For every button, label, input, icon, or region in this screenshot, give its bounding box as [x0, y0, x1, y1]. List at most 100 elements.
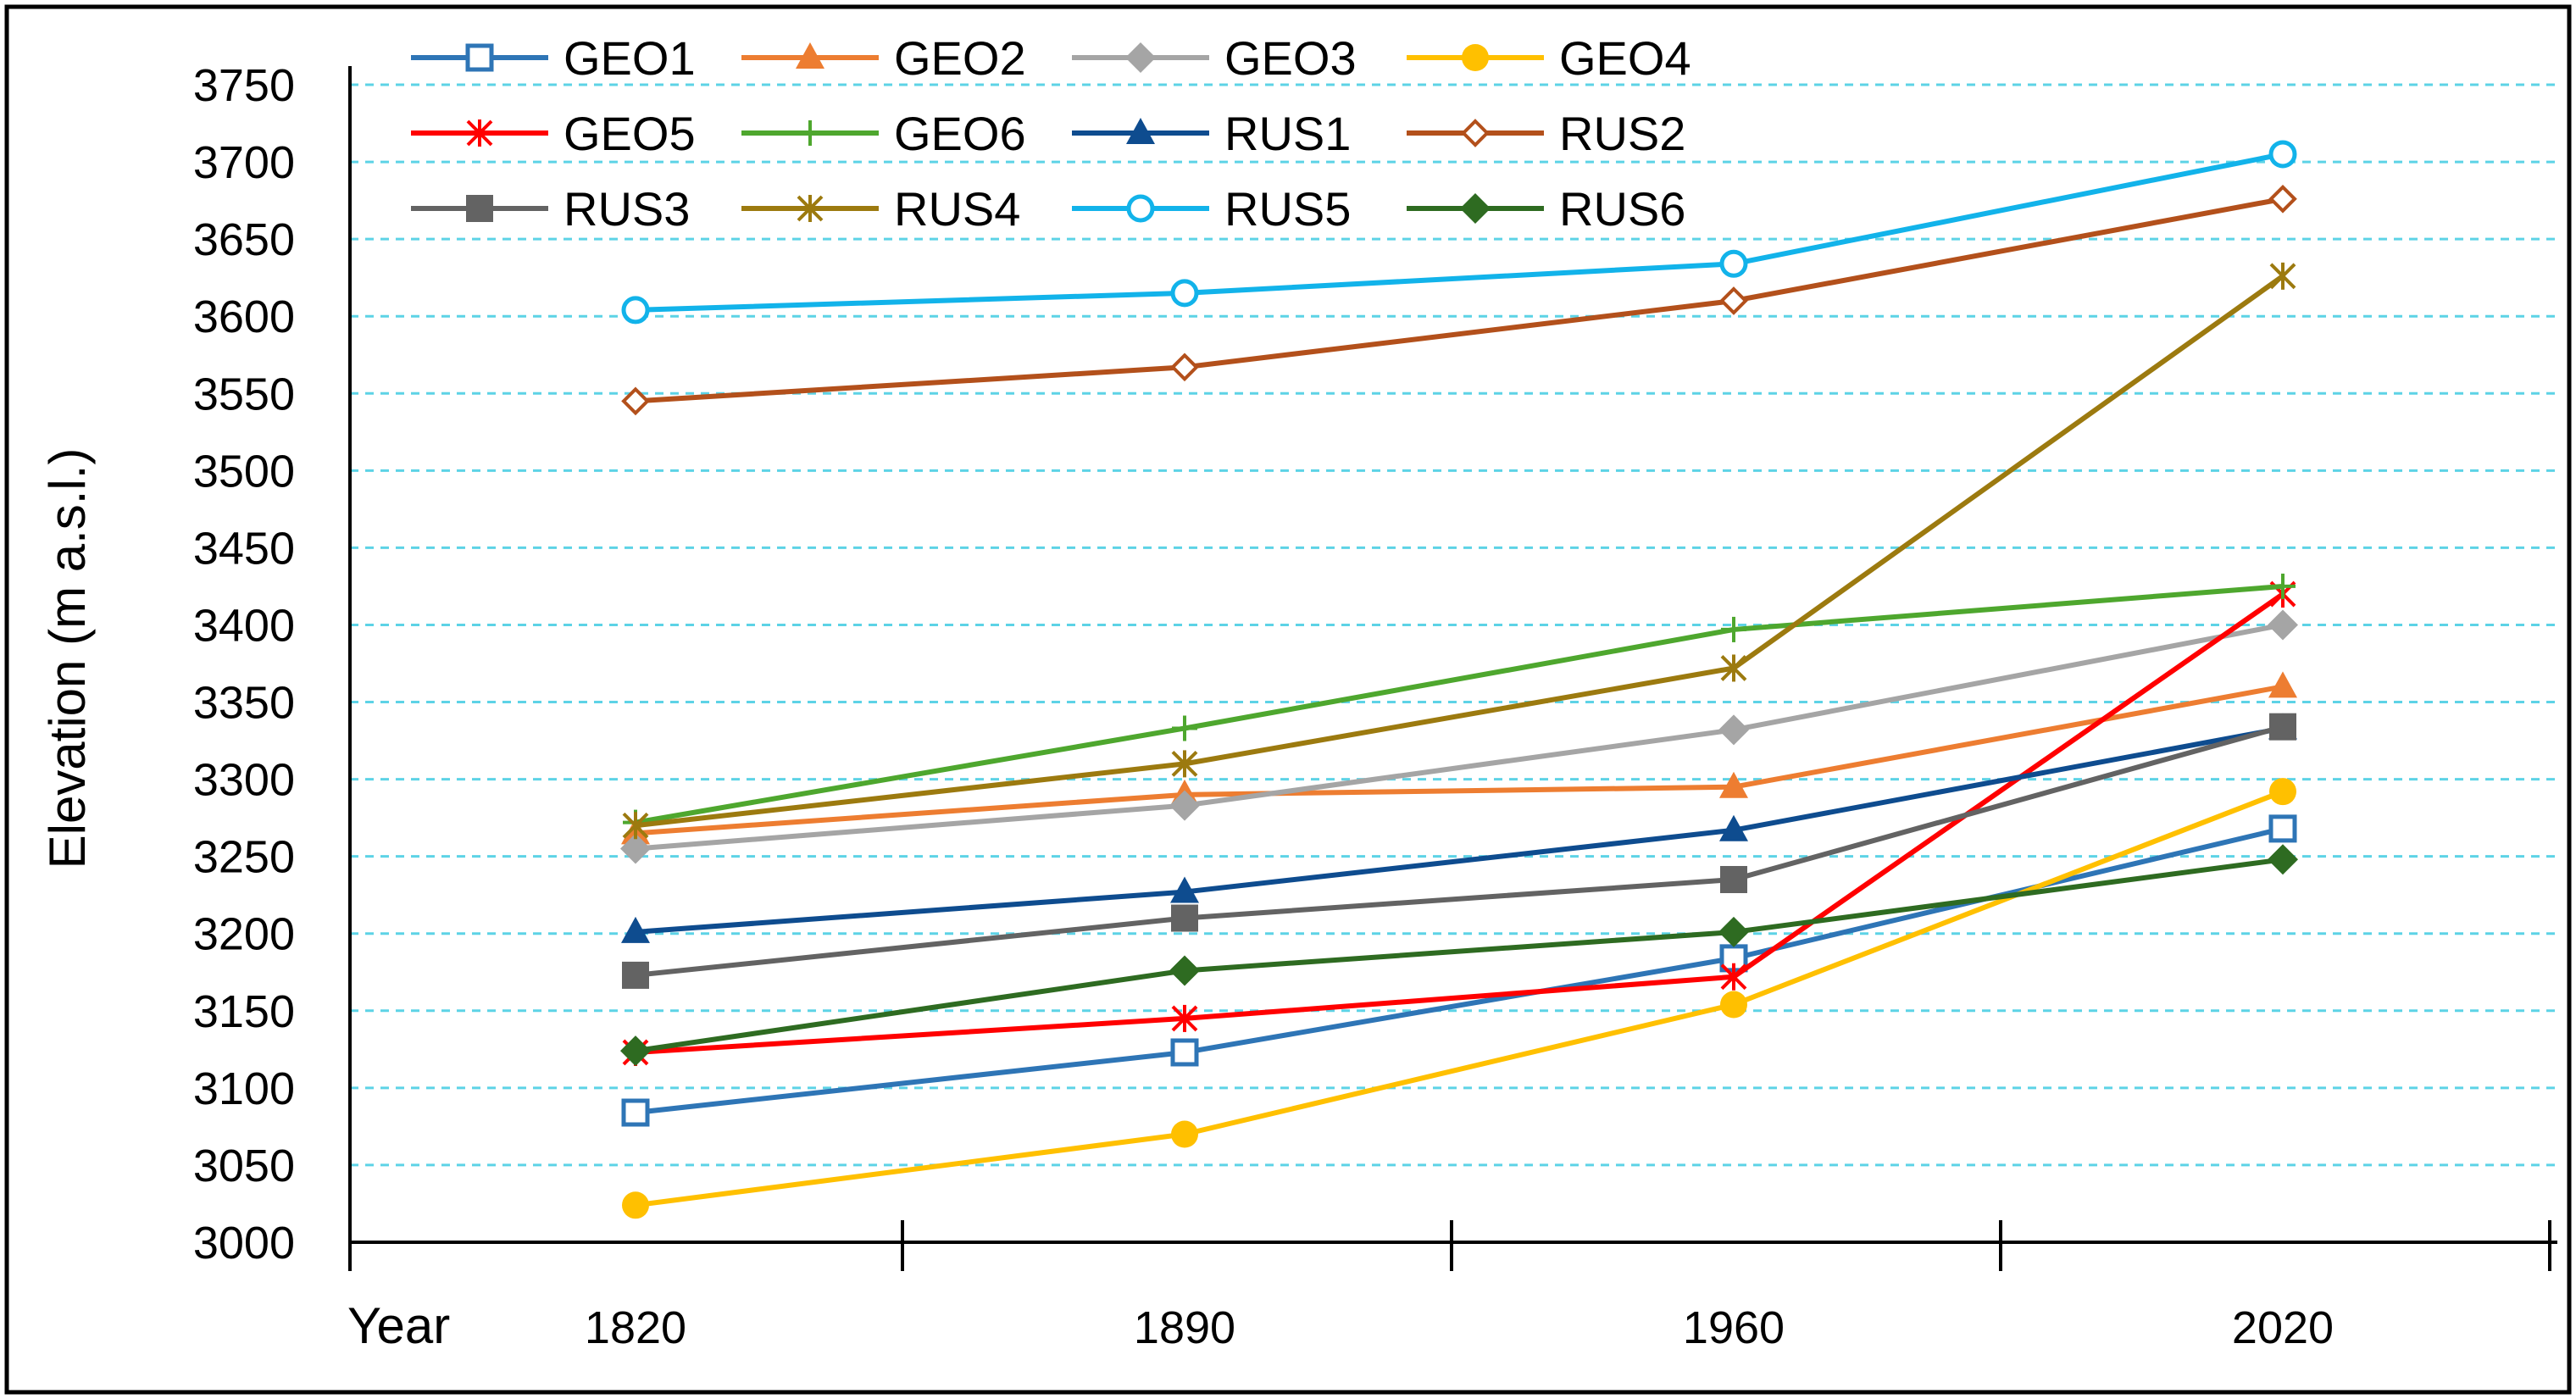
x-tick-label: 1820	[585, 1302, 686, 1353]
legend-item-geo5: GEO5	[411, 107, 696, 160]
legend-marker	[1125, 42, 1156, 73]
legend-label: GEO4	[1559, 31, 1691, 85]
y-tick-label: 3700	[193, 137, 295, 188]
data-point-geo5-1960	[1720, 963, 1747, 991]
data-point-geo3-1820	[620, 833, 651, 864]
data-point-rus6-1890	[1169, 955, 1200, 986]
data-point-geo1-1820	[621, 1098, 650, 1127]
x-axis-title: Year	[347, 1297, 450, 1354]
data-point-rus3-1960	[1720, 865, 1747, 893]
data-point-rus4-1820	[622, 812, 649, 840]
axes: 3000 3050 3100 3150 3200 3250 3300 3350 3400 3450…	[193, 60, 2557, 1353]
series-line-geo3	[635, 622, 2284, 852]
legend: GEO1 GEO2 GEO3 GEO4 GEO5 GEO6 RUS1 RUS2 RUS3 RUS4…	[411, 31, 1691, 236]
x-tick-label: 1960	[1683, 1302, 1785, 1353]
data-point-rus5-2020	[2268, 140, 2297, 169]
data-point-rus2-1890	[1170, 353, 1199, 382]
data-point-geo6-2020	[2270, 573, 2296, 599]
data-point-geo1-1890	[1170, 1038, 1199, 1067]
data-point-rus6-1960	[1718, 916, 1749, 947]
legend-marker	[466, 195, 493, 222]
data-point-rus5-1820	[621, 296, 650, 325]
y-tick-label: 3350	[193, 678, 295, 729]
grid	[350, 83, 2557, 1167]
data-point-rus1-1820	[621, 916, 650, 943]
legend-marker	[1460, 193, 1491, 224]
legend-item-geo3: GEO3	[1072, 31, 1357, 85]
data-point-geo4-1820	[622, 1191, 649, 1219]
data-point-rus5-1890	[1170, 279, 1199, 308]
data-point-geo5-1890	[1171, 1004, 1198, 1032]
data-point-rus1-1960	[1719, 814, 1748, 841]
y-tick-label: 3050	[193, 1141, 295, 1191]
y-tick-label: 3450	[193, 523, 295, 574]
legend-item-rus2: RUS2	[1407, 107, 1685, 160]
data-point-rus3-1890	[1171, 904, 1198, 932]
series-line-rus2	[635, 196, 2284, 404]
legend-marker	[797, 120, 823, 146]
data-point-rus6-1820	[620, 1035, 651, 1067]
data-point-rus4-1890	[1171, 750, 1198, 778]
legend-item-rus3: RUS3	[411, 182, 690, 236]
series-line-rus1	[635, 725, 2284, 935]
series-group	[620, 140, 2298, 1219]
data-point-rus4-2020	[2269, 262, 2296, 290]
data-point-geo6-1960	[1721, 616, 1746, 642]
legend-label: RUS1	[1224, 107, 1351, 160]
data-point-geo3-1890	[1169, 790, 1200, 821]
data-point-rus3-1820	[622, 961, 649, 989]
y-tick-label: 3550	[193, 369, 295, 419]
y-tick-label: 3000	[193, 1218, 295, 1269]
legend-item-rus4: RUS4	[741, 182, 1020, 236]
legend-item-geo1: GEO1	[411, 31, 696, 85]
data-point-geo3-1960	[1718, 714, 1749, 746]
data-point-rus6-2020	[2268, 844, 2298, 875]
legend-marker	[465, 43, 494, 72]
legend-label: GEO3	[1224, 31, 1357, 85]
y-tick-label: 3750	[193, 60, 295, 111]
legend-item-geo6: GEO6	[741, 107, 1026, 160]
data-point-geo4-1890	[1171, 1120, 1198, 1148]
legend-label: GEO2	[894, 31, 1026, 85]
legend-marker	[1126, 118, 1155, 144]
data-point-rus2-1820	[621, 386, 650, 416]
data-point-rus3-2020	[2269, 713, 2296, 741]
data-point-rus1-1890	[1170, 876, 1199, 903]
data-point-geo6-1890	[1172, 715, 1197, 741]
y-tick-label: 3300	[193, 755, 295, 806]
data-point-geo1-2020	[2268, 814, 2297, 843]
legend-marker	[1462, 44, 1489, 71]
legend-label: RUS6	[1559, 182, 1685, 236]
legend-item-rus5: RUS5	[1072, 182, 1351, 236]
data-point-rus2-2020	[2268, 184, 2297, 214]
y-tick-label: 3400	[193, 600, 295, 651]
legend-label: RUS4	[894, 182, 1020, 236]
y-axis-title: Elevation (m a.s.l.)	[39, 448, 96, 869]
y-tick-label: 3150	[193, 986, 295, 1037]
legend-item-geo4: GEO4	[1407, 31, 1691, 85]
series-line-geo5	[635, 591, 2285, 1055]
y-tick-label: 3100	[193, 1063, 295, 1114]
legend-item-geo2: GEO2	[741, 31, 1026, 85]
legend-label: GEO6	[894, 107, 1026, 160]
y-tick-label: 3600	[193, 291, 295, 342]
legend-marker	[796, 42, 824, 69]
series-line-rus3	[635, 724, 2284, 978]
series-line-geo6	[635, 583, 2284, 825]
chart-border	[4, 4, 2572, 1395]
data-point-geo4-1960	[1720, 991, 1747, 1019]
legend-marker	[1126, 194, 1155, 223]
series-line-rus5	[635, 152, 2284, 313]
series-line-geo2	[635, 684, 2284, 836]
legend-item-rus1: RUS1	[1072, 107, 1351, 160]
legend-label: GEO1	[564, 31, 696, 85]
x-tick-label: 1890	[1134, 1302, 1235, 1353]
y-tick-label: 3250	[193, 832, 295, 883]
legend-marker	[466, 119, 493, 147]
legend-label: RUS5	[1224, 182, 1351, 236]
legend-label: RUS2	[1559, 107, 1685, 160]
data-point-rus5-1960	[1719, 249, 1748, 278]
series-line-rus4	[635, 274, 2285, 829]
